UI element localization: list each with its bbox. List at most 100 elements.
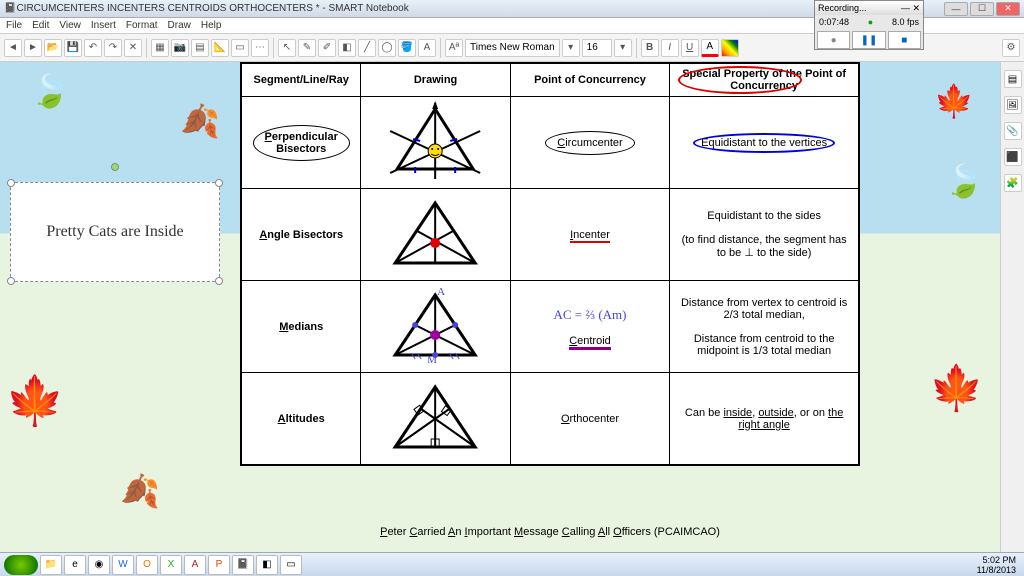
- svg-text:A: A: [438, 286, 446, 298]
- triangle-median-icon: A M: [367, 285, 503, 365]
- app-icon: 📓: [4, 3, 16, 14]
- prop-orthocenter: Can be inside, outside, or on the right …: [670, 373, 859, 466]
- font-size-select[interactable]: 16: [582, 39, 612, 57]
- page-icon[interactable]: ▦: [151, 39, 169, 57]
- fontcolor-icon[interactable]: A: [701, 39, 719, 57]
- select-icon[interactable]: ↖: [278, 39, 296, 57]
- triangle-altitude-icon: [367, 377, 503, 457]
- leaf-icon: 🍁: [5, 372, 65, 429]
- italic-icon[interactable]: I: [661, 39, 679, 57]
- table-row: Angle Bisectors Incenter Equidistant to …: [241, 189, 859, 281]
- pause-icon[interactable]: ❚❚: [852, 31, 885, 49]
- back-icon[interactable]: ◄: [4, 39, 22, 57]
- triangle-perpbisector-icon: [367, 101, 503, 181]
- menu-draw[interactable]: Draw: [168, 20, 191, 31]
- canvas[interactable]: 🍃 🍂 🍁 🍃 🍁 🍂 🍁 Pretty Cats are Inside Seg…: [0, 62, 1024, 552]
- start-button[interactable]: [4, 555, 38, 575]
- app-icon[interactable]: ◧: [256, 555, 278, 575]
- underline-icon[interactable]: U: [681, 39, 699, 57]
- access-icon[interactable]: A: [184, 555, 206, 575]
- menu-help[interactable]: Help: [201, 20, 222, 31]
- app2-icon[interactable]: ▭: [280, 555, 302, 575]
- median-formula: AC = ⅔ (Am): [553, 307, 626, 322]
- clock-date: 11/8/2013: [977, 565, 1016, 575]
- eraser-icon[interactable]: ◧: [338, 39, 356, 57]
- header-poc: Point of Concurrency: [510, 63, 670, 97]
- fill-icon[interactable]: 🪣: [398, 39, 416, 57]
- menu-insert[interactable]: Insert: [91, 20, 116, 31]
- forward-icon[interactable]: ►: [24, 39, 42, 57]
- leaf-icon: 🍃: [30, 72, 70, 110]
- line-icon[interactable]: ╱: [358, 39, 376, 57]
- shapes-icon[interactable]: ▭: [231, 39, 249, 57]
- bold-icon[interactable]: B: [641, 39, 659, 57]
- mnemonic-text: Peter Carried An Important Message Calli…: [240, 522, 860, 542]
- pen-icon[interactable]: ✎: [298, 39, 316, 57]
- explorer-icon[interactable]: 📁: [40, 555, 62, 575]
- capture-icon[interactable]: 📷: [171, 39, 189, 57]
- menu-file[interactable]: File: [6, 20, 22, 31]
- close-button[interactable]: ✕: [996, 2, 1020, 16]
- more-icon[interactable]: ⋯: [251, 39, 269, 57]
- pen2-icon[interactable]: ✐: [318, 39, 336, 57]
- ruler-icon[interactable]: 📐: [211, 39, 229, 57]
- textstyle-icon[interactable]: Aª: [445, 39, 463, 57]
- table-row: Altitudes Orthocenter Can be inside, out…: [241, 373, 859, 466]
- font-dropdown-icon[interactable]: ▾: [562, 39, 580, 57]
- menu-view[interactable]: View: [59, 20, 81, 31]
- leaf-icon: 🍃: [944, 162, 984, 200]
- clock[interactable]: 5:02 PM 11/8/2013: [977, 555, 1020, 575]
- delete-icon[interactable]: ✕: [124, 39, 142, 57]
- record-icon[interactable]: ●: [817, 31, 850, 49]
- side-panel: ▤ 🖼 📎 ⬛ 🧩: [1000, 62, 1024, 552]
- header-segment: Segment/Line/Ray: [241, 63, 361, 97]
- prop-centroid: Distance from vertex to centroid is 2/3 …: [670, 281, 859, 373]
- ie-icon[interactable]: e: [64, 555, 86, 575]
- annotation-text: Pretty Cats are Inside: [46, 223, 183, 241]
- text-icon[interactable]: A: [418, 39, 436, 57]
- excel-icon[interactable]: X: [160, 555, 182, 575]
- menu-edit[interactable]: Edit: [32, 20, 49, 31]
- page-sorter-icon[interactable]: ▤: [1004, 70, 1022, 88]
- undo-icon[interactable]: ↶: [84, 39, 102, 57]
- leaf-icon: 🍁: [929, 362, 984, 414]
- header-drawing: Drawing: [361, 63, 510, 97]
- shape-icon[interactable]: ◯: [378, 39, 396, 57]
- addon-icon[interactable]: 🧩: [1004, 174, 1022, 192]
- settings-icon[interactable]: ⚙: [1002, 39, 1020, 57]
- table-row: PerpendicularBisectors Circumcenter Equi…: [241, 97, 859, 189]
- annotation-textbox[interactable]: Pretty Cats are Inside: [10, 182, 220, 282]
- concurrency-table: Segment/Line/Ray Drawing Point of Concur…: [240, 62, 860, 466]
- size-dropdown-icon[interactable]: ▾: [614, 39, 632, 57]
- table-icon[interactable]: ▤: [191, 39, 209, 57]
- window-title: CIRCUMCENTERS INCENTERS CENTROIDS ORTHOC…: [16, 3, 408, 14]
- maximize-button[interactable]: ☐: [970, 2, 994, 16]
- attach-icon[interactable]: 📎: [1004, 122, 1022, 140]
- open-icon[interactable]: 📂: [44, 39, 62, 57]
- redo-icon[interactable]: ↷: [104, 39, 122, 57]
- ppt-icon[interactable]: P: [208, 555, 230, 575]
- gallery-icon[interactable]: 🖼: [1004, 96, 1022, 114]
- taskbar: 📁 e ◉ W O X A P 📓 ◧ ▭ 5:02 PM 11/8/2013: [0, 552, 1024, 576]
- stop-icon[interactable]: ■: [888, 31, 921, 49]
- chrome-icon[interactable]: ◉: [88, 555, 110, 575]
- menu-format[interactable]: Format: [126, 20, 158, 31]
- recorder-window[interactable]: Recording...— ✕ 0:07:48●8.0 fps ● ❚❚ ■: [814, 0, 924, 50]
- table-row: Medians A M AC = ⅔ (Am)Centroid Distance…: [241, 281, 859, 373]
- word-icon[interactable]: W: [112, 555, 134, 575]
- properties-icon[interactable]: ⬛: [1004, 148, 1022, 166]
- save-icon[interactable]: 💾: [64, 39, 82, 57]
- leaf-icon: 🍁: [934, 82, 974, 120]
- recorder-fps: 8.0 fps: [892, 17, 919, 27]
- recorder-time: 0:07:48: [819, 17, 849, 27]
- font-family-select[interactable]: Times New Roman: [465, 39, 560, 57]
- minimize-button[interactable]: —: [944, 2, 968, 16]
- leaf-icon: 🍂: [120, 472, 160, 510]
- header-property: Special Property of the Point of Concurr…: [670, 63, 859, 97]
- clock-time: 5:02 PM: [977, 555, 1016, 565]
- notebook-icon[interactable]: 📓: [232, 555, 254, 575]
- recorder-title: Recording...: [818, 3, 867, 13]
- colorgrid-icon[interactable]: [721, 39, 739, 57]
- prop-incenter: Equidistant to the sides(to find distanc…: [670, 189, 859, 281]
- outlook-icon[interactable]: O: [136, 555, 158, 575]
